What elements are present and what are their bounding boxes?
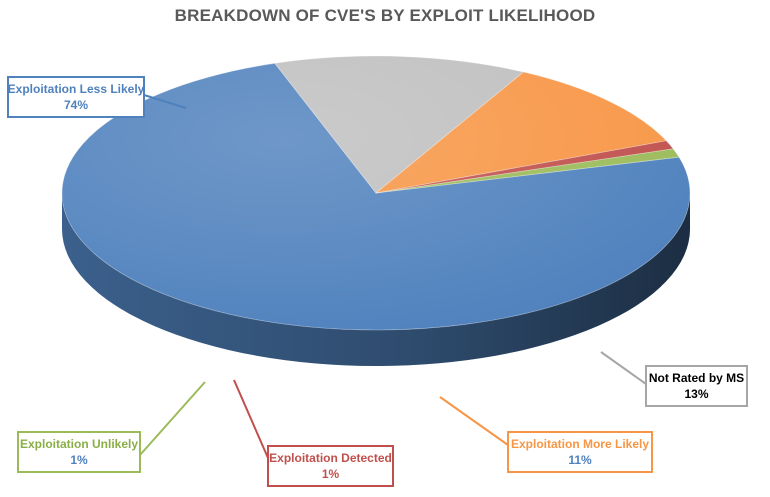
leader-line-exploitation-unlikely: [139, 381, 206, 456]
data-label-exploitation-less-likely: Exploitation Less Likely 74%: [7, 76, 145, 118]
leader-line-exploitation-detected: [233, 379, 269, 459]
leader-line-exploitation-more-likely: [439, 396, 509, 446]
data-label-box: [507, 431, 653, 473]
data-label-box: [17, 431, 141, 473]
data-label-percent: 74%: [64, 98, 88, 112]
data-label-category: Exploitation More Likely: [511, 437, 649, 451]
data-label-exploitation-unlikely: Exploitation Unlikely 1%: [17, 431, 141, 473]
data-label-percent: 11%: [568, 453, 592, 467]
chart-title: BREAKDOWN OF CVE'S BY EXPLOIT LIKELIHOOD: [174, 6, 596, 25]
data-label-box: [645, 365, 748, 407]
data-label-exploitation-detected: Exploitation Detected 1%: [267, 445, 394, 487]
data-label-not-rated-by-ms: Not Rated by MS 13%: [645, 365, 748, 407]
data-label-percent: 1%: [322, 467, 340, 481]
data-label-exploitation-more-likely: Exploitation More Likely 11%: [507, 431, 653, 473]
data-label-box: [267, 445, 394, 487]
leader-line-not-rated-by-ms: [600, 351, 647, 385]
data-label-category: Exploitation Unlikely: [20, 437, 138, 451]
data-label-percent: 13%: [684, 387, 708, 401]
pie-top-sheen: [62, 56, 690, 330]
leader-line-exploitation-less-likely: [143, 94, 187, 109]
data-label-box: [7, 76, 145, 118]
data-label-category: Exploitation Detected: [269, 451, 392, 465]
data-label-category: Exploitation Less Likely: [8, 82, 145, 96]
pie-side-shade: [62, 193, 690, 366]
data-label-category: Not Rated by MS: [649, 371, 744, 385]
data-label-percent: 1%: [70, 453, 88, 467]
